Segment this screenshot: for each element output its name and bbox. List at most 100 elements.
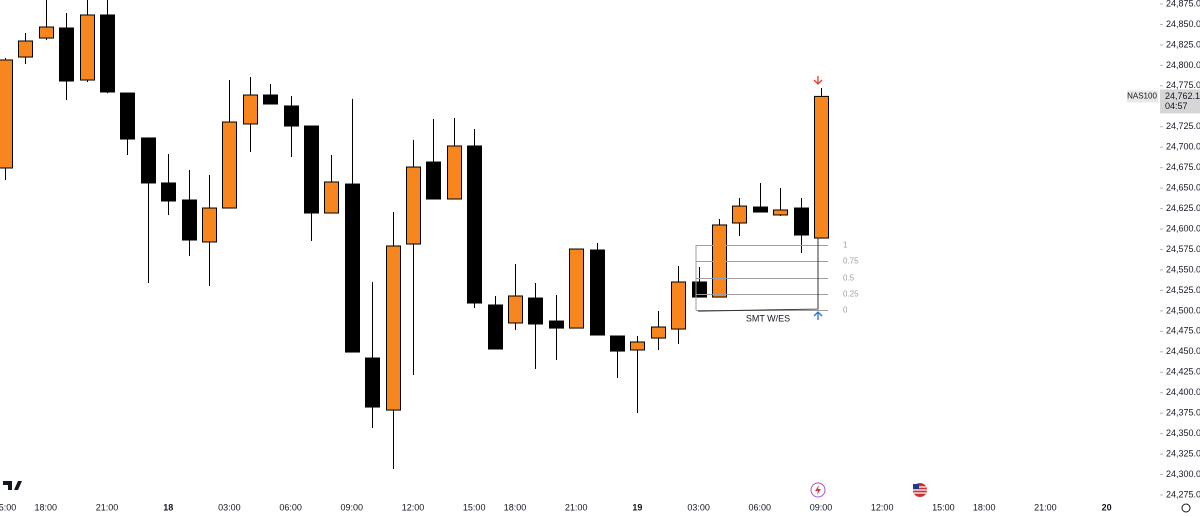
candle-body: [386, 245, 401, 411]
candle-body: [590, 249, 605, 336]
y-tick-label: 24,600.0: [1166, 223, 1200, 233]
fib-label: 1: [843, 241, 848, 250]
y-tick-label: 24,300.0: [1166, 469, 1200, 479]
candle-body: [0, 59, 13, 169]
price-tag: [1160, 89, 1200, 114]
fib-label: 0: [843, 306, 848, 315]
x-tick-label: 15:00: [0, 502, 16, 512]
x-tick-label: 09:00: [810, 502, 833, 512]
candle-body: [773, 209, 788, 216]
candle-body: [304, 125, 319, 214]
y-tick-label: 24,875.0: [1166, 0, 1200, 8]
candle-body: [141, 137, 156, 184]
axes: 24,275.0 24,300.0 24,325.0 24,350.0 24,375.0…: [1160, 0, 1200, 517]
candle-body: [732, 205, 747, 224]
candle-body: [222, 121, 237, 209]
candle-body: [263, 94, 278, 105]
countdown-label: 04:57: [1165, 101, 1188, 111]
y-tick-label: 24,800.0: [1166, 60, 1200, 70]
x-tick-label: 18:00: [35, 502, 58, 512]
candle-body: [794, 207, 809, 236]
x-tick-label: 21:00: [565, 502, 588, 512]
y-tick-label: 24,700.0: [1166, 142, 1200, 152]
y-tick-label: 24,775.0: [1166, 80, 1200, 90]
y-tick-label: 24,425.0: [1166, 367, 1200, 377]
candle-body: [345, 183, 360, 353]
y-tick-label: 24,575.0: [1166, 244, 1200, 254]
smt-label: SMT W/ES: [746, 313, 790, 323]
x-tick-label: 03:00: [218, 502, 241, 512]
x-tick-label: 12:00: [402, 502, 425, 512]
candle-body: [161, 182, 176, 202]
x-tick-label: 20: [1102, 502, 1112, 512]
candle-body: [753, 206, 768, 213]
x-tick-label: 06:00: [279, 502, 302, 512]
down-arrow: [813, 76, 823, 85]
event-icon-bolt: [815, 485, 821, 495]
price-tag-label: 24,762.1: [1165, 91, 1200, 101]
y-tick-label: 24,400.0: [1166, 387, 1200, 397]
candle-body: [508, 295, 523, 324]
y-tick-label: 24,500.0: [1166, 305, 1200, 315]
candle-body: [610, 335, 625, 352]
y-tick-label: 24,625.0: [1166, 203, 1200, 213]
plot-area: [0, 0, 829, 469]
candle-body: [39, 26, 54, 39]
candle-body: [569, 248, 584, 329]
candle-body: [671, 281, 686, 330]
fib-label: 0.75: [843, 257, 859, 266]
y-tick-label: 24,825.0: [1166, 39, 1200, 49]
candle-body: [488, 304, 503, 350]
candle-body: [324, 181, 339, 214]
y-tick-label: 24,375.0: [1166, 408, 1200, 418]
candle-body: [80, 14, 95, 81]
us-flag-canton: [913, 484, 919, 489]
candle-body: [243, 94, 258, 125]
x-tick-label: 21:00: [96, 502, 119, 512]
x-tick-label: 09:00: [341, 502, 364, 512]
candle-body: [120, 92, 135, 140]
x-tick-label: 12:00: [871, 502, 894, 512]
smt-line: [697, 238, 819, 312]
fib-label: 0.25: [843, 290, 859, 299]
y-tick-label: 24,475.0: [1166, 326, 1200, 336]
y-tick-label: 24,275.0: [1166, 489, 1200, 499]
candle-body: [814, 95, 829, 239]
candle-body: [549, 320, 564, 329]
y-tick-label: 24,525.0: [1166, 285, 1200, 295]
candle-body: [100, 14, 115, 93]
candle-body: [59, 27, 74, 82]
candle-body: [447, 145, 462, 200]
up-arrow: [813, 311, 823, 320]
logo: [3, 481, 22, 490]
y-tick-label: 24,350.0: [1166, 428, 1200, 438]
candle-body: [467, 145, 482, 304]
fib-label: 0.5: [843, 274, 855, 283]
symbol-label: NAS100: [1127, 92, 1157, 101]
candle-body: [630, 341, 645, 351]
x-tick-label: 18:00: [504, 502, 527, 512]
x-tick-label: 15:00: [932, 502, 955, 512]
y-tick-label: 24,850.0: [1166, 19, 1200, 29]
candle-body: [365, 357, 380, 408]
x-tick-label: 18:00: [973, 502, 996, 512]
y-tick-label: 24,650.0: [1166, 183, 1200, 193]
candle-body: [651, 326, 666, 339]
x-tick-label: 18: [163, 502, 173, 512]
y-tick-label: 24,550.0: [1166, 264, 1200, 274]
candle-body: [182, 199, 197, 241]
candle-body: [284, 105, 299, 127]
candle-body: [426, 161, 441, 200]
x-tick-label: 19: [632, 502, 642, 512]
y-tick-label: 24,325.0: [1166, 448, 1200, 458]
x-tick-label: 03:00: [687, 502, 710, 512]
settings-icon[interactable]: [1181, 503, 1191, 513]
candle-body: [528, 297, 543, 325]
price-axis-bg: [1160, 0, 1200, 517]
x-tick-label: 06:00: [749, 502, 772, 512]
x-tick-label: 15:00: [463, 502, 486, 512]
candle-body: [18, 40, 33, 58]
x-tick-label: 21:00: [1034, 502, 1057, 512]
y-tick-label: 24,450.0: [1166, 346, 1200, 356]
